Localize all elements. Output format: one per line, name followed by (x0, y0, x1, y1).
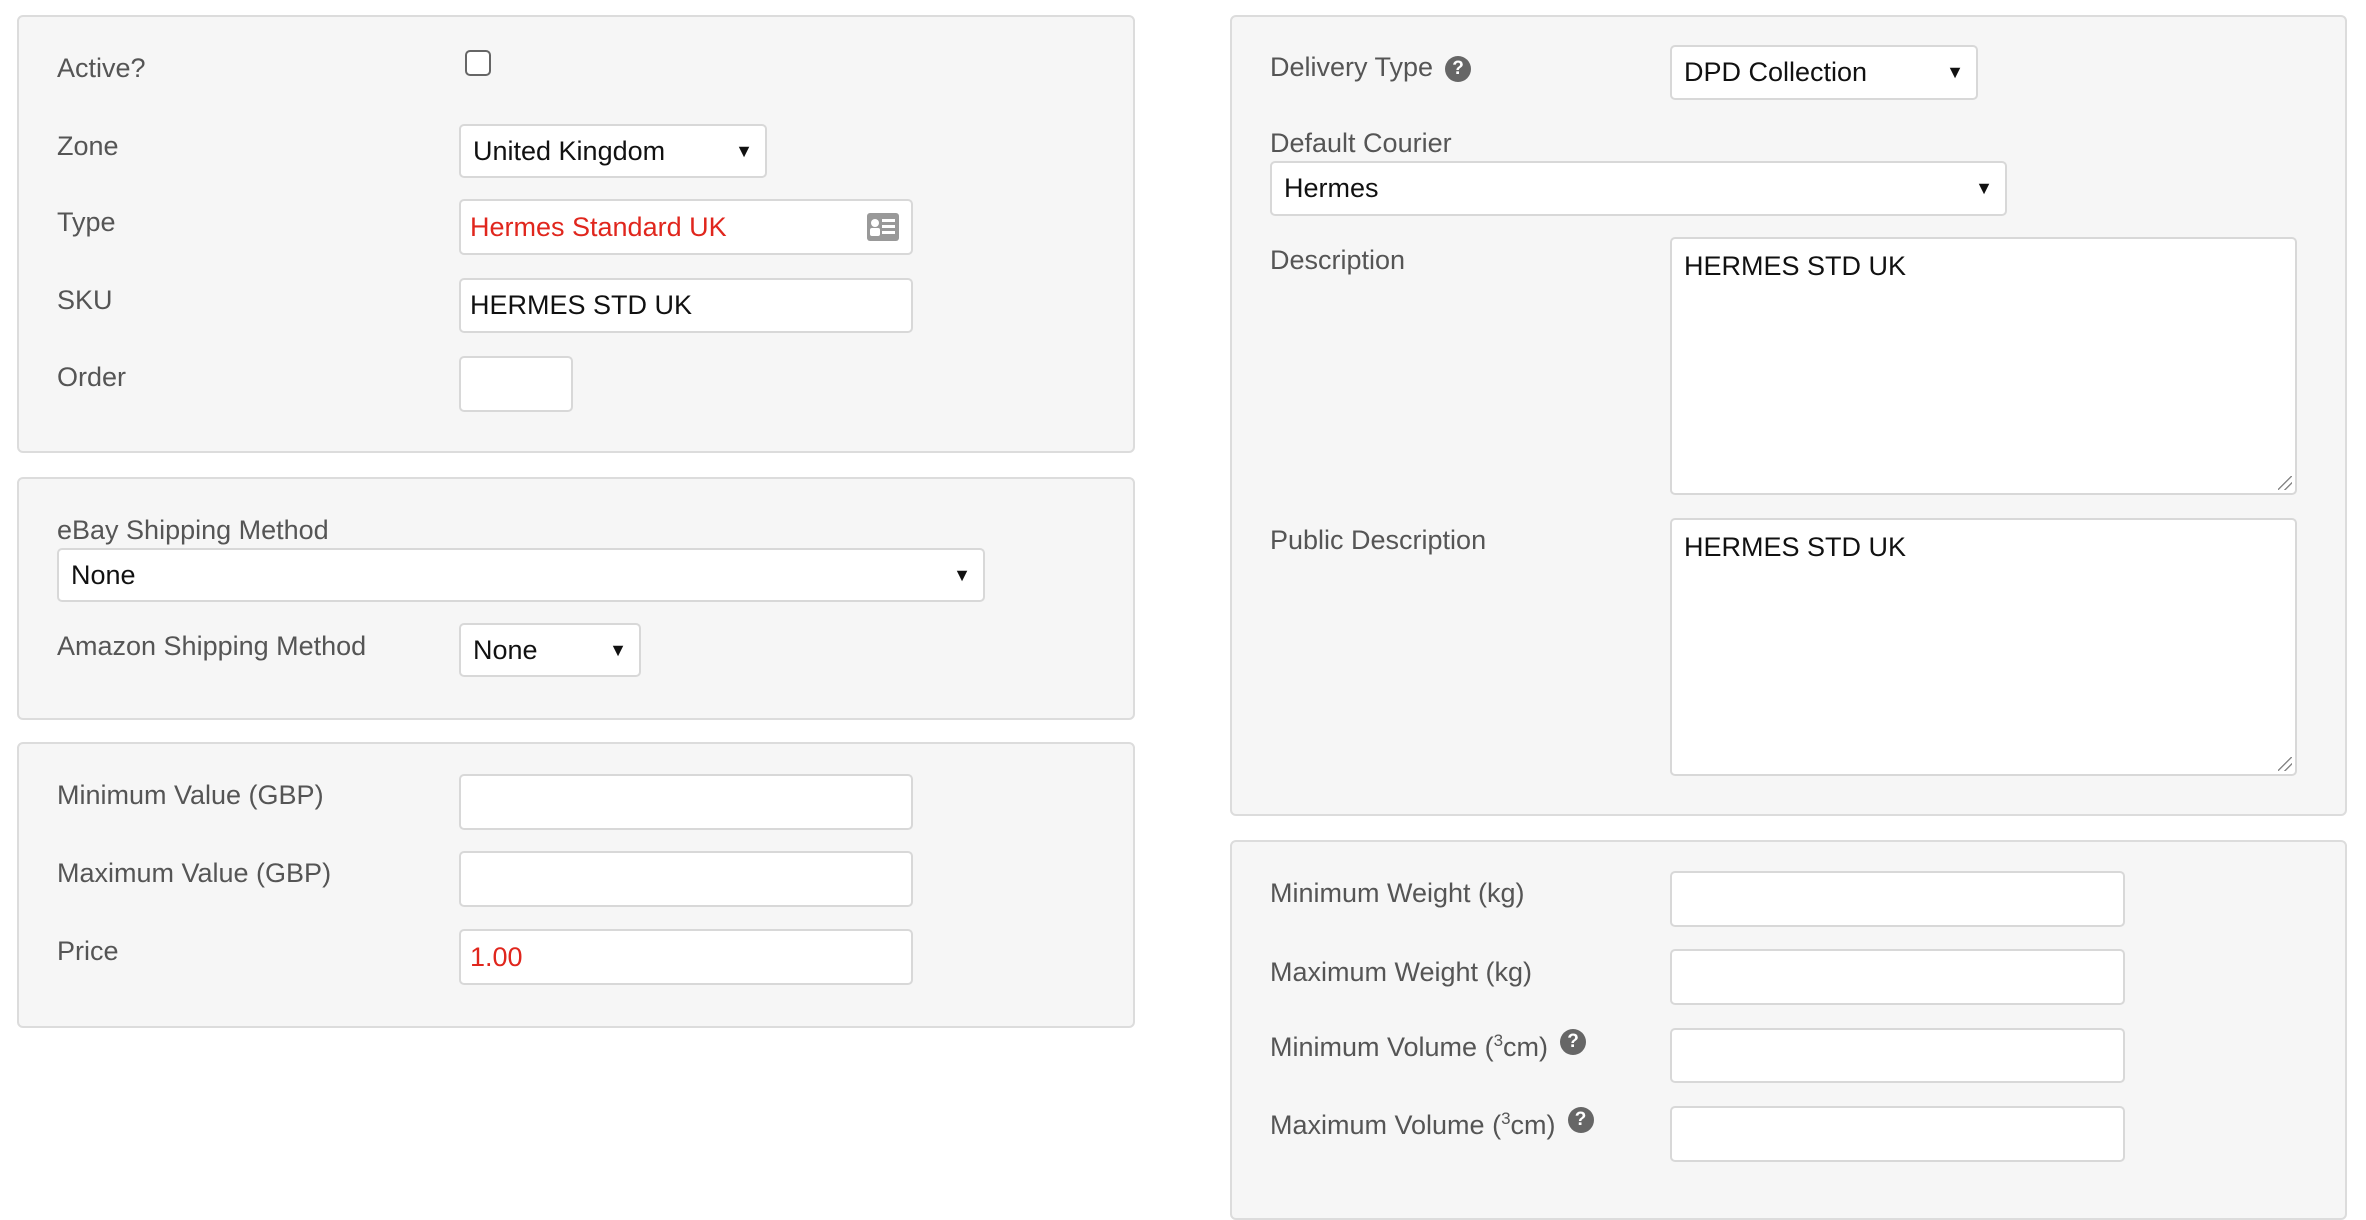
max-volume-label: Maximum Volume (3cm)? (1270, 1106, 1594, 1140)
chevron-down-icon: ▼ (735, 140, 753, 161)
description-label: Description (1270, 245, 1406, 275)
public-description-label: Public Description (1270, 525, 1487, 555)
type-value: Hermes Standard UK (470, 211, 727, 242)
order-label: Order (57, 362, 127, 392)
zone-label: Zone (57, 131, 119, 161)
min-volume-label: Minimum Volume (3cm)? (1270, 1028, 1587, 1062)
sku-value: HERMES STD UK (470, 290, 693, 320)
contact-card-icon[interactable] (867, 213, 899, 241)
amazon-label: Amazon Shipping Method (57, 631, 367, 661)
resize-handle-icon[interactable] (2278, 757, 2292, 771)
max-weight-label: Maximum Weight (kg) (1270, 957, 1533, 987)
help-icon[interactable]: ? (1567, 1106, 1594, 1133)
amazon-select[interactable]: None ▼ (459, 623, 641, 677)
chevron-down-icon: ▼ (1975, 178, 1993, 198)
delivery-type-text: Delivery Type (1270, 52, 1434, 82)
min-volume-input[interactable] (1670, 1028, 2125, 1083)
courier-select[interactable]: Hermes ▼ (1270, 161, 2007, 216)
help-icon[interactable]: ? (1445, 55, 1472, 82)
volume-exponent: 3 (1493, 1031, 1504, 1050)
zone-value: United Kingdom (473, 135, 666, 166)
type-input[interactable]: Hermes Standard UK (459, 199, 913, 255)
resize-handle-icon[interactable] (2278, 476, 2292, 490)
delivery-type-label: Delivery Type? (1270, 52, 1472, 82)
min-value-label: Minimum Value (GBP) (57, 780, 324, 810)
active-label: Active? (57, 53, 146, 83)
public-description-textarea[interactable]: HERMES STD UK (1670, 518, 2297, 776)
amazon-value: None (473, 634, 538, 665)
max-volume-input[interactable] (1670, 1106, 2125, 1162)
min-value-input[interactable] (459, 774, 913, 830)
sku-input[interactable]: HERMES STD UK (459, 278, 913, 333)
chevron-down-icon: ▼ (953, 564, 971, 585)
delivery-type-value: DPD Collection (1684, 57, 1868, 87)
ebay-label: eBay Shipping Method (57, 515, 329, 545)
type-label: Type (57, 207, 116, 237)
volume-exponent: 3 (1501, 1109, 1511, 1128)
ebay-value: None (71, 559, 136, 590)
help-icon[interactable]: ? (1560, 1028, 1587, 1055)
volume-unit: cm) (1503, 1032, 1549, 1062)
min-volume-text: Minimum Volume ( (1270, 1032, 1494, 1062)
min-weight-label: Minimum Weight (kg) (1270, 878, 1525, 908)
max-volume-text: Maximum Volume ( (1270, 1110, 1502, 1140)
ebay-select[interactable]: None ▼ (57, 548, 985, 602)
max-value-input[interactable] (459, 851, 913, 907)
courier-value: Hermes (1284, 173, 1379, 203)
courier-label: Default Courier (1270, 128, 1452, 158)
active-checkbox[interactable] (465, 50, 491, 76)
price-label: Price (57, 936, 119, 966)
chevron-down-icon: ▼ (1946, 62, 1964, 82)
zone-select[interactable]: United Kingdom ▼ (459, 124, 767, 178)
public-description-value: HERMES STD UK (1684, 532, 1907, 562)
order-input[interactable] (459, 356, 573, 412)
price-value: 1.00 (470, 941, 523, 972)
volume-unit: cm) (1510, 1110, 1556, 1140)
sku-label: SKU (57, 285, 113, 315)
price-input[interactable]: 1.00 (459, 929, 913, 985)
min-weight-input[interactable] (1670, 871, 2125, 927)
description-textarea[interactable]: HERMES STD UK (1670, 237, 2297, 495)
delivery-type-select[interactable]: DPD Collection ▼ (1670, 45, 1978, 100)
max-weight-input[interactable] (1670, 949, 2125, 1005)
max-value-label: Maximum Value (GBP) (57, 858, 332, 888)
chevron-down-icon: ▼ (609, 639, 627, 660)
description-value: HERMES STD UK (1684, 251, 1907, 281)
